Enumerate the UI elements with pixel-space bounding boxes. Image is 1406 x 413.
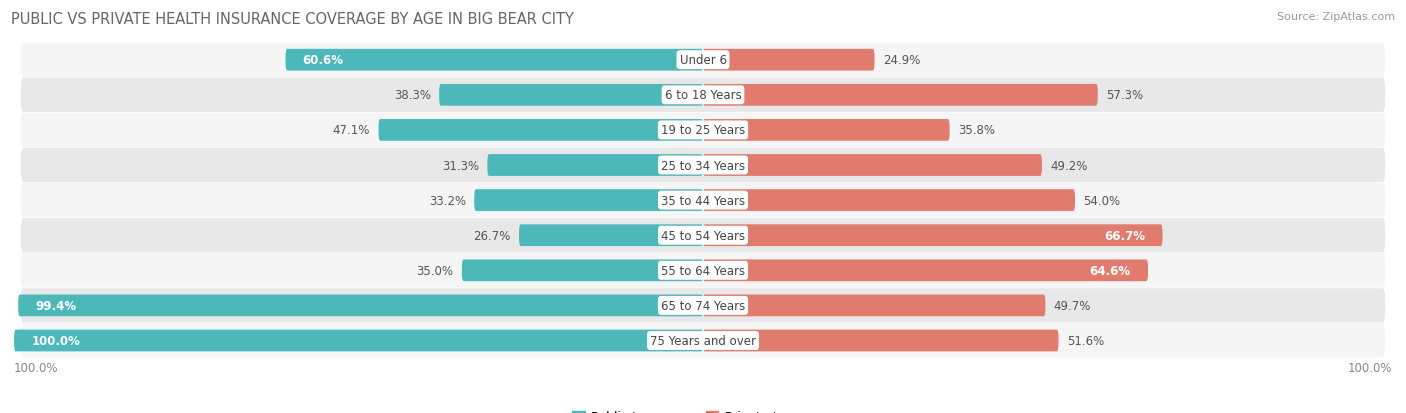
FancyBboxPatch shape bbox=[21, 218, 1385, 253]
FancyBboxPatch shape bbox=[703, 330, 1059, 351]
FancyBboxPatch shape bbox=[703, 85, 1098, 107]
Text: PUBLIC VS PRIVATE HEALTH INSURANCE COVERAGE BY AGE IN BIG BEAR CITY: PUBLIC VS PRIVATE HEALTH INSURANCE COVER… bbox=[11, 12, 574, 27]
Text: 60.6%: 60.6% bbox=[302, 54, 343, 67]
Text: 19 to 25 Years: 19 to 25 Years bbox=[661, 124, 745, 137]
Text: 54.0%: 54.0% bbox=[1083, 194, 1121, 207]
FancyBboxPatch shape bbox=[703, 50, 875, 71]
FancyBboxPatch shape bbox=[21, 78, 1385, 113]
Text: 35.0%: 35.0% bbox=[416, 264, 454, 277]
Text: 100.0%: 100.0% bbox=[14, 361, 59, 374]
Text: 47.1%: 47.1% bbox=[333, 124, 370, 137]
Legend: Public Insurance, Private Insurance: Public Insurance, Private Insurance bbox=[567, 405, 839, 413]
FancyBboxPatch shape bbox=[703, 295, 1046, 316]
FancyBboxPatch shape bbox=[461, 260, 703, 282]
Text: 49.2%: 49.2% bbox=[1050, 159, 1088, 172]
FancyBboxPatch shape bbox=[285, 50, 703, 71]
Text: 38.3%: 38.3% bbox=[394, 89, 430, 102]
FancyBboxPatch shape bbox=[18, 295, 703, 316]
Text: 33.2%: 33.2% bbox=[429, 194, 465, 207]
Text: 57.3%: 57.3% bbox=[1107, 89, 1143, 102]
FancyBboxPatch shape bbox=[21, 323, 1385, 358]
FancyBboxPatch shape bbox=[21, 183, 1385, 218]
Text: 65 to 74 Years: 65 to 74 Years bbox=[661, 299, 745, 312]
FancyBboxPatch shape bbox=[378, 120, 703, 141]
FancyBboxPatch shape bbox=[474, 190, 703, 211]
Text: 35 to 44 Years: 35 to 44 Years bbox=[661, 194, 745, 207]
Text: Under 6: Under 6 bbox=[679, 54, 727, 67]
FancyBboxPatch shape bbox=[703, 120, 949, 141]
FancyBboxPatch shape bbox=[703, 225, 1163, 247]
Text: 100.0%: 100.0% bbox=[1347, 361, 1392, 374]
FancyBboxPatch shape bbox=[21, 289, 1385, 323]
FancyBboxPatch shape bbox=[488, 155, 703, 176]
FancyBboxPatch shape bbox=[439, 85, 703, 107]
Text: 66.7%: 66.7% bbox=[1104, 229, 1146, 242]
Text: 49.7%: 49.7% bbox=[1053, 299, 1091, 312]
FancyBboxPatch shape bbox=[703, 190, 1076, 211]
FancyBboxPatch shape bbox=[519, 225, 703, 247]
Text: 55 to 64 Years: 55 to 64 Years bbox=[661, 264, 745, 277]
FancyBboxPatch shape bbox=[703, 260, 1149, 282]
Text: 75 Years and over: 75 Years and over bbox=[650, 334, 756, 347]
Text: 45 to 54 Years: 45 to 54 Years bbox=[661, 229, 745, 242]
FancyBboxPatch shape bbox=[21, 254, 1385, 288]
FancyBboxPatch shape bbox=[14, 330, 703, 351]
Text: Source: ZipAtlas.com: Source: ZipAtlas.com bbox=[1277, 12, 1395, 22]
Text: 51.6%: 51.6% bbox=[1067, 334, 1104, 347]
Text: 24.9%: 24.9% bbox=[883, 54, 920, 67]
Text: 35.8%: 35.8% bbox=[957, 124, 995, 137]
FancyBboxPatch shape bbox=[21, 114, 1385, 148]
Text: 99.4%: 99.4% bbox=[35, 299, 76, 312]
Text: 31.3%: 31.3% bbox=[441, 159, 479, 172]
Text: 26.7%: 26.7% bbox=[474, 229, 510, 242]
Text: 64.6%: 64.6% bbox=[1090, 264, 1130, 277]
FancyBboxPatch shape bbox=[703, 155, 1042, 176]
FancyBboxPatch shape bbox=[21, 148, 1385, 183]
Text: 25 to 34 Years: 25 to 34 Years bbox=[661, 159, 745, 172]
Text: 6 to 18 Years: 6 to 18 Years bbox=[665, 89, 741, 102]
Text: 100.0%: 100.0% bbox=[31, 334, 80, 347]
FancyBboxPatch shape bbox=[21, 43, 1385, 78]
